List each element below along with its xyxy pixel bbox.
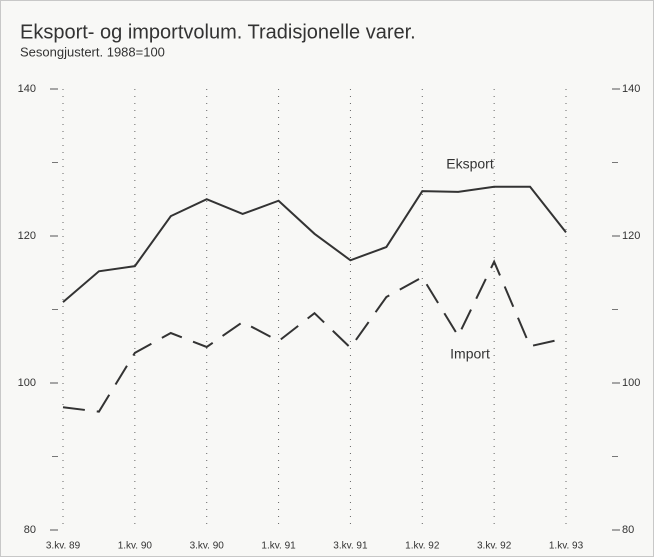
x-tick-label: 3.kv. 91 xyxy=(333,541,368,552)
y2-tick-label: 100 xyxy=(622,377,640,389)
chart-title: Eksport- og importvolum. Tradisjonelle v… xyxy=(20,21,416,43)
x-tick-label: 3.kv. 89 xyxy=(46,541,81,552)
chart-subtitle: Sesongjustert. 1988=100 xyxy=(20,44,165,59)
y2-tick-label: 140 xyxy=(622,83,640,95)
series-line xyxy=(62,185,567,303)
y-tick-label: 120 xyxy=(18,230,36,242)
series-label: Eksport xyxy=(446,156,494,172)
x-tick-label: 3.kv. 92 xyxy=(477,541,512,552)
y-tick-label: 80 xyxy=(24,524,36,536)
x-tick-label: 1.kv. 93 xyxy=(549,541,584,552)
y2-tick-label: 80 xyxy=(622,524,634,536)
y-tick-label: 100 xyxy=(18,377,36,389)
x-tick-label: 1.kv. 90 xyxy=(118,541,153,552)
series-label: Import xyxy=(450,346,490,362)
x-tick-label: 1.kv. 92 xyxy=(405,541,440,552)
y-tick-label: 140 xyxy=(18,83,36,95)
x-tick-label: 1.kv. 91 xyxy=(261,541,296,552)
y2-tick-label: 120 xyxy=(622,230,640,242)
x-tick-label: 3.kv. 90 xyxy=(190,541,225,552)
series-line xyxy=(62,259,567,413)
